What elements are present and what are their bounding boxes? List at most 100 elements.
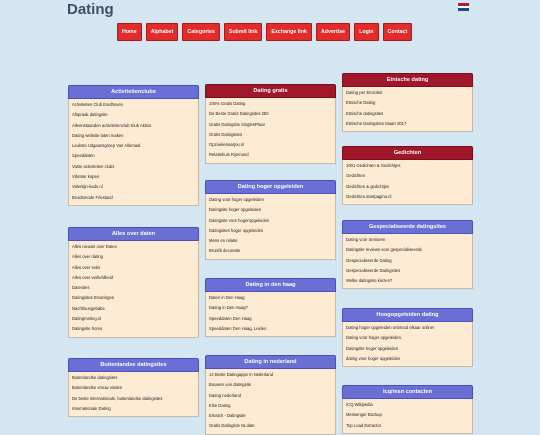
- link-item[interactable]: Valentijn-kado.nl: [72, 184, 103, 190]
- link-item[interactable]: Daten in Den Haag: [209, 295, 245, 300]
- link-item[interactable]: Vibrator kopen: [72, 174, 100, 180]
- box-title[interactable]: Alles over daten: [68, 227, 199, 241]
- main-navigation: Home Alphabet Categories Submit link Exc…: [117, 23, 413, 41]
- box-title[interactable]: Icq/msn contacten: [342, 385, 473, 399]
- nav-exchange-link-button[interactable]: Exchange link: [266, 23, 312, 41]
- link-item[interactable]: Datingsite reviews voor gespecialiseerde: [346, 247, 422, 253]
- link-item[interactable]: Bruisfit decoratie: [209, 248, 241, 254]
- link-item[interactable]: Datingmeting.nl: [72, 316, 102, 322]
- box-title[interactable]: Gespecialiseerde datingsites: [342, 220, 473, 234]
- link-item[interactable]: Dating voor hoger opgeleiden.: [346, 335, 403, 341]
- box-link-list: Dating per Etniciteit Etnische Dating Etni…: [342, 87, 473, 133]
- link-item[interactable]: Ematch - Datingsite: [209, 413, 246, 419]
- link-item[interactable]: Gratis Datingsites: [209, 131, 243, 137]
- link-item[interactable]: 14 Beste Datingapps In Nederland: [209, 372, 274, 377]
- box-title[interactable]: Buitenlandse datingsites: [68, 358, 199, 372]
- link-item[interactable]: Datingsite hoger opgeleiden: [209, 207, 262, 213]
- nav-contact-button[interactable]: Contact: [382, 23, 413, 41]
- link-item[interactable]: Gedichten.startpagina.nl: [346, 193, 392, 199]
- link-item[interactable]: Datingsite voor hogeropgeleiden: [209, 217, 270, 223]
- link-item[interactable]: Bruidsmode Friesland: [72, 194, 113, 200]
- category-box-etnische-dating: Etnische dating Dating per Etniciteit Etni…: [342, 73, 473, 133]
- link-item[interactable]: Dating website laten maken: [72, 132, 124, 138]
- box-title[interactable]: Dating in den haag: [205, 278, 336, 292]
- link-item[interactable]: Gespecialiseerde Datingsites: [346, 267, 401, 273]
- link-item[interactable]: 1001 Gedichten & Gedichtjes: [346, 163, 401, 168]
- nav-categories-button[interactable]: Categories: [182, 23, 220, 41]
- nav-alphabet-button[interactable]: Alphabet: [145, 23, 179, 41]
- link-item[interactable]: Etnische Datingsites Maart 2017: [346, 120, 407, 126]
- link-item[interactable]: ICQ Wikipedia: [346, 402, 373, 407]
- link-item[interactable]: Opzoekenaarjou.nl: [209, 142, 245, 148]
- box-title[interactable]: Dating in nederland: [205, 355, 336, 369]
- nav-home-button[interactable]: Home: [117, 23, 142, 41]
- link-item[interactable]: Mens en relatie: [209, 238, 238, 244]
- link-item[interactable]: Gratis Datingsite NLdate: [209, 423, 255, 429]
- link-item[interactable]: Datingsites Ervaringen: [72, 295, 115, 301]
- link-item[interactable]: Internationale Dating: [72, 405, 111, 411]
- nav-advertise-button[interactable]: Advertise: [315, 23, 351, 41]
- link-item[interactable]: De beste internationale, buitenlandse da…: [72, 395, 163, 401]
- category-box-dating-in-den-haag: Dating in den haag Daten in Den Haag Datin…: [205, 278, 336, 338]
- category-box-alles-over-daten: Alles over daten Alles nieuws over Daten A…: [68, 227, 199, 338]
- link-item[interactable]: Elite Dating: [209, 402, 231, 408]
- link-item[interactable]: Nachtlounge­babe: [72, 305, 105, 311]
- link-item[interactable]: Messenger Backup: [346, 412, 382, 418]
- box-title[interactable]: Etnische dating: [342, 73, 473, 87]
- link-item[interactable]: dating voor hoger opgeleiden: [346, 355, 401, 361]
- link-item[interactable]: Etnische datingsites: [346, 110, 384, 116]
- link-item[interactable]: Top Load Extractor: [346, 422, 382, 428]
- link-item[interactable]: Gespecialiseerde Dating: [346, 257, 392, 263]
- box-title[interactable]: Activiteitenclubs: [68, 85, 199, 99]
- box-title[interactable]: Dating hoger opgeleiden: [205, 180, 336, 194]
- box-title[interactable]: Dating gratis: [205, 84, 336, 98]
- category-box-dating-hoger-opgeleiden: Dating hoger opgeleiden Dating voor hoger…: [205, 180, 336, 260]
- link-item[interactable]: Datingsite homo: [72, 326, 103, 332]
- box-link-list: Dating hoger opgeleiden onbrood elkaar o…: [342, 322, 473, 368]
- link-item[interactable]: Alles nieuws over Daten: [72, 244, 117, 249]
- link-item[interactable]: Dating in Den Haag?: [209, 305, 248, 311]
- link-item[interactable]: Datesites: [72, 285, 90, 291]
- category-box-activiteitenclubs: Activiteitenclubs Activiteiten Club Eindh…: [68, 85, 199, 206]
- link-item[interactable]: Alles over seks: [72, 264, 101, 270]
- link-item[interactable]: Gedichten: [346, 173, 366, 179]
- link-item[interactable]: 100% Gratis Dating: [209, 101, 246, 106]
- link-item[interactable]: Bouwen van datingsite: [209, 382, 252, 388]
- site-title[interactable]: Dating: [67, 1, 114, 18]
- link-item[interactable]: Datingsite hoger opgeleiden: [346, 345, 399, 351]
- box-title[interactable]: Hoogopgeleiden dating: [342, 308, 473, 322]
- link-item[interactable]: Alles over dating: [72, 254, 103, 260]
- link-item[interactable]: Speeddaten: [72, 153, 95, 159]
- link-item[interactable]: Alleenstaanden activiteitenclub Klub Akt…: [72, 122, 152, 128]
- netherlands-flag-icon[interactable]: [458, 3, 469, 12]
- category-box-hoogopgeleiden-dating: Hoogopgeleiden dating Dating hoger opgele…: [342, 308, 473, 368]
- link-item[interactable]: De Beste Gratis Datingsites 250: [209, 111, 269, 117]
- link-item[interactable]: Speeddaten Den Haag, Leiden: [209, 325, 267, 331]
- link-item[interactable]: Vaste activiteiten clubs: [72, 163, 115, 169]
- link-item[interactable]: Buitenlandse datingsites: [72, 375, 118, 380]
- link-item[interactable]: Dating voor hoger opgeleiden: [209, 197, 264, 202]
- link-item[interactable]: Dating hoger opgeleiden onbrood elkaar o…: [346, 325, 435, 330]
- link-item[interactable]: Etnische Dating: [346, 100, 376, 106]
- link-item[interactable]: Alles over verliefdheid: [72, 274, 113, 280]
- link-item[interactable]: Gedichten & gedichtjes: [346, 183, 390, 189]
- flag-stripe-red: [458, 3, 469, 6]
- link-item[interactable]: Leukste Uitgaansgroep Van Allemaal: [72, 143, 141, 149]
- box-link-list: 14 Beste Datingapps In Nederland Bouwen v…: [205, 369, 336, 435]
- link-item[interactable]: Dating nederland: [209, 392, 241, 398]
- link-item[interactable]: Buitenlandse vrouw vinden: [72, 385, 123, 391]
- link-item[interactable]: Relatiehuis Rijnmond: [209, 152, 249, 158]
- link-item[interactable]: Gratis Datingsite SinglesPlace: [209, 121, 266, 127]
- nav-submit-link-button[interactable]: Submit link: [223, 23, 263, 41]
- nav-login-button[interactable]: Login: [354, 23, 379, 41]
- box-link-list: Activiteiten Club Eindhoven Afspraak dati…: [68, 99, 199, 206]
- link-item[interactable]: Afspraak datingsite: [72, 112, 108, 118]
- flag-stripe-white: [458, 5, 469, 9]
- link-item[interactable]: Speeddaten Den Haag: [209, 315, 252, 321]
- link-item[interactable]: Dating voor Senioren: [346, 237, 386, 242]
- box-title[interactable]: Gedichten: [342, 146, 473, 160]
- link-item[interactable]: Welke datingsite kiezen?: [346, 278, 393, 284]
- link-item[interactable]: Dating per Etniciteit: [346, 90, 383, 95]
- link-item[interactable]: Datingsites hoger opgeleiden: [209, 227, 264, 233]
- link-item[interactable]: Activiteiten Club Eindhoven: [72, 102, 123, 107]
